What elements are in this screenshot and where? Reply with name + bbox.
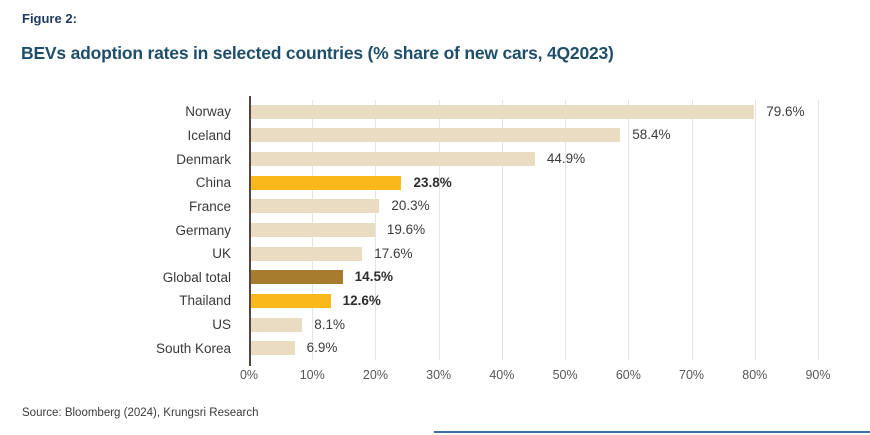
bar-row: South Korea 6.9% [0, 336, 870, 360]
value-label: 58.4% [632, 127, 671, 143]
bar-track: 8.1% [251, 316, 870, 332]
value-label: 23.8% [413, 174, 452, 190]
value-label: 8.1% [314, 316, 345, 332]
bar-row: Iceland 58.4% [0, 124, 870, 148]
bar-row: Denmark 44.9% [0, 147, 870, 171]
category-label: Germany [175, 222, 231, 238]
gridline [818, 100, 819, 360]
x-tick-label: 10% [299, 368, 325, 382]
footer-divider [434, 431, 870, 433]
bar [251, 270, 343, 285]
bar-track: 17.6% [251, 245, 870, 261]
bar-row: Germany 19.6% [0, 218, 870, 242]
category-label: China [195, 175, 231, 191]
value-label: 17.6% [374, 245, 413, 261]
x-tick-label: 90% [805, 368, 831, 382]
plot-area: Norway 79.6% Iceland 58.4% Denmark 44.9% China… [0, 96, 870, 366]
bar-row: Thailand 12.6% [0, 289, 870, 313]
bar-track: 12.6% [251, 293, 870, 309]
gridline [691, 100, 693, 360]
category-label: Thailand [179, 293, 231, 309]
gridline [565, 100, 567, 360]
category-label: France [188, 198, 231, 214]
x-tick-label: 20% [362, 368, 388, 382]
bar-row: China 23.8% [0, 171, 870, 195]
bar-track: 44.9% [251, 151, 870, 167]
bar-track: 79.6% [251, 104, 870, 120]
bar-track: 6.9% [251, 340, 870, 356]
bar [251, 246, 363, 261]
value-label: 79.6% [766, 104, 805, 120]
x-tick-label: 80% [742, 368, 768, 382]
bar [251, 293, 331, 308]
bar [251, 199, 380, 214]
bar-track: 19.6% [251, 222, 870, 238]
bar-row: UK 17.6% [0, 242, 870, 266]
category-label: Iceland [187, 127, 231, 143]
figure-label: Figure 2: [22, 11, 77, 26]
x-tick-label: 40% [489, 368, 515, 382]
value-label: 12.6% [342, 293, 381, 309]
y-axis-line [249, 96, 251, 366]
bar-chart: Norway 79.6% Iceland 58.4% Denmark 44.9% China… [0, 96, 870, 392]
value-label: 20.3% [391, 198, 430, 214]
bar [251, 341, 295, 356]
gridline [501, 100, 503, 360]
bar [251, 104, 755, 119]
x-tick-label: 50% [552, 368, 578, 382]
x-tick-label: 70% [679, 368, 705, 382]
category-label: UK [212, 246, 231, 262]
bar-row: Norway 79.6% [0, 100, 870, 124]
bar [251, 175, 402, 190]
source-note: Source: Bloomberg (2024), Krungsri Resea… [22, 407, 259, 419]
x-axis: 0% 10% 20% 30% 40% 50% 60% 70% 80% 90% [0, 366, 870, 392]
x-tick-label: 30% [426, 368, 452, 382]
bar [251, 223, 375, 238]
category-label: US [212, 317, 231, 333]
bar [251, 317, 303, 332]
x-tick-label: 60% [615, 368, 641, 382]
bar [251, 152, 535, 167]
gridline [438, 100, 440, 360]
gridline [628, 100, 630, 360]
bar-row: Global total 14.5% [0, 265, 870, 289]
category-label: Norway [185, 104, 231, 120]
value-label: 6.9% [306, 340, 338, 356]
bar-track: 20.3% [251, 198, 870, 214]
chart-title: BEVs adoption rates in selected countrie… [21, 43, 614, 63]
gridline [375, 100, 377, 360]
value-label: 44.9% [546, 151, 586, 167]
bar-row: US 8.1% [0, 313, 870, 337]
category-label: Global total [162, 269, 231, 285]
bar-track: 23.8% [251, 174, 870, 190]
bar-row: France 20.3% [0, 195, 870, 219]
gridline [754, 100, 756, 360]
value-label: 19.6% [386, 222, 426, 238]
category-label: South Korea [155, 340, 231, 356]
bar-rows: Norway 79.6% Iceland 58.4% Denmark 44.9% China… [0, 100, 870, 360]
bar [251, 128, 621, 143]
value-label: 14.5% [354, 269, 393, 285]
x-tick-label: 0% [239, 368, 259, 382]
bar-track: 58.4% [251, 127, 870, 143]
category-label: Denmark [176, 151, 231, 167]
bar-track: 14.5% [251, 269, 870, 285]
